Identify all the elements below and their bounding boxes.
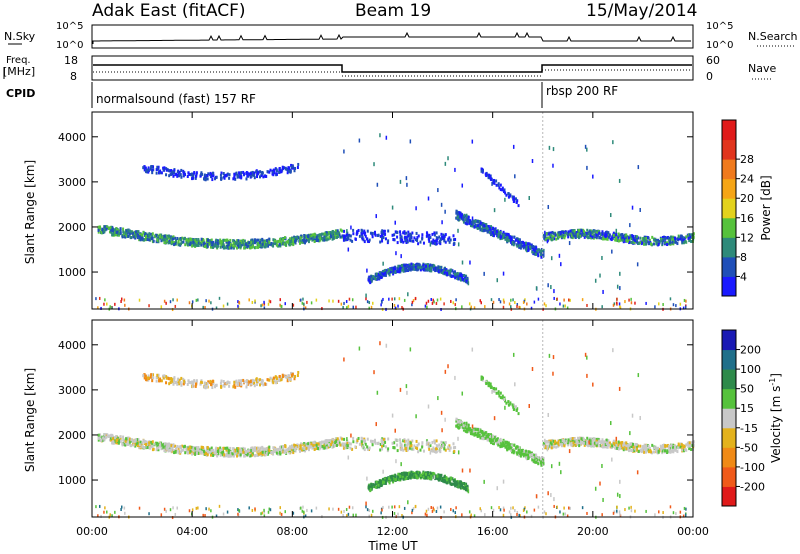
colorbar-tick: 28 xyxy=(740,153,754,166)
nsky-label: N.Sky xyxy=(4,30,36,43)
nsky-tick-low: 10^0 xyxy=(56,40,83,51)
colorbar-cell xyxy=(722,276,736,297)
x-tick-label: 12:00 xyxy=(377,525,409,538)
freq-label-1: Freq. xyxy=(6,55,31,66)
y-tick-label: 3000 xyxy=(58,384,86,397)
y-tick-label: 1000 xyxy=(58,266,86,279)
x-tick-label: 00:00 xyxy=(677,525,709,538)
freq-panel: Freq. [MHz] 18 8 60 0 Nave xyxy=(3,54,776,83)
x-tick-label: 08:00 xyxy=(276,525,308,538)
y-tick-label: 4000 xyxy=(58,339,86,352)
nsearch-tick-low: 10^0 xyxy=(706,40,733,51)
y-tick-label: 2000 xyxy=(58,221,86,234)
nsearch-tick-high: 10^5 xyxy=(706,21,733,32)
colorbar-cell xyxy=(722,427,736,448)
y-tick-label: 3000 xyxy=(58,176,86,189)
velocity-colorbar-label: Velocity [m s-1] xyxy=(768,373,783,463)
colorbar-cell xyxy=(722,486,736,507)
y-tick-label: 4000 xyxy=(58,131,86,144)
colorbar-tick: -50 xyxy=(740,441,758,454)
colorbar-cell xyxy=(722,408,736,429)
colorbar-tick: 24 xyxy=(740,173,754,186)
colorbar-cell xyxy=(722,349,736,370)
nave-trace xyxy=(93,69,692,77)
colorbar-cell xyxy=(722,217,736,238)
cpid-panel: CPID normalsound (fast) 157 RF rbsp 200 … xyxy=(6,82,618,108)
power-panel: 1000 2000 3000 4000 Slant Range [km] xyxy=(23,111,695,312)
x-ticks: 00:00 04:00 08:00 12:00 16:00 20:00 00:00 xyxy=(76,112,709,538)
nave-tick-low: 0 xyxy=(706,70,713,83)
velocity-colorbar: -200 -100 -50 -15 15 50 100 200 Velocity [m s-1… xyxy=(721,329,783,507)
x-tick-label: 04:00 xyxy=(176,525,208,538)
colorbar-cell xyxy=(722,178,736,199)
x-tick-label: 16:00 xyxy=(477,525,509,538)
colorbar-cell xyxy=(722,256,736,277)
colorbar-cell xyxy=(722,159,736,180)
velocity-ylabel: Slant Range [km] xyxy=(23,368,37,472)
nsky-tick-high: 10^5 xyxy=(56,21,83,32)
colorbar-cell xyxy=(722,120,736,141)
y-tick-label: 2000 xyxy=(58,429,86,442)
colorbar-cell xyxy=(722,139,736,160)
colorbar-tick: 50 xyxy=(740,383,754,396)
nsky-panel: N.Sky 10^5 10^0 10^5 10^0 N.Search xyxy=(4,21,798,51)
cpid-segment-1: normalsound (fast) 157 RF xyxy=(96,92,256,106)
date-title: 15/May/2014 xyxy=(586,1,698,21)
colorbar-tick: 4 xyxy=(740,270,747,283)
colorbar-cell xyxy=(722,237,736,258)
power-scatter xyxy=(95,112,695,312)
y-tick-label: 1000 xyxy=(58,474,86,487)
colorbar-cell xyxy=(722,466,736,487)
colorbar-tick: 8 xyxy=(740,251,747,264)
freq-tick-high: 18 xyxy=(64,54,78,67)
colorbar-tick: 100 xyxy=(740,363,761,376)
colorbar-tick: 15 xyxy=(740,402,754,415)
colorbar-tick: 20 xyxy=(740,192,754,205)
nsearch-label: N.Search xyxy=(748,30,798,43)
colorbar-tick: -200 xyxy=(740,480,765,493)
nave-tick-high: 60 xyxy=(706,54,720,67)
power-colorbar: 4 8 12 16 20 24 28 Power [dB] xyxy=(721,119,773,297)
colorbar-cell xyxy=(722,198,736,219)
cpid-label: CPID xyxy=(6,87,35,100)
colorbar-tick: -15 xyxy=(740,422,758,435)
colorbar-tick: -100 xyxy=(740,461,765,474)
x-axis-label: Time UT xyxy=(367,539,418,553)
colorbar-tick: 12 xyxy=(740,231,754,244)
power-colorbar-label: Power [dB] xyxy=(759,175,773,240)
colorbar-cell xyxy=(722,330,736,351)
freq-label-2: [MHz] xyxy=(3,65,35,78)
colorbar-cell xyxy=(722,388,736,409)
colorbar-tick: 16 xyxy=(740,212,754,225)
colorbar-cell xyxy=(722,447,736,468)
colorbar-cell xyxy=(722,369,736,390)
power-y-ticks: 1000 2000 3000 4000 xyxy=(58,131,693,279)
nsky-trace xyxy=(92,31,691,44)
x-tick-label: 20:00 xyxy=(577,525,609,538)
velocity-y-ticks: 1000 2000 3000 4000 xyxy=(58,339,693,487)
freq-tick-low: 8 xyxy=(70,70,77,83)
power-ylabel: Slant Range [km] xyxy=(23,160,37,264)
cpid-segment-2: rbsp 200 RF xyxy=(546,84,618,98)
x-tick-label: 00:00 xyxy=(76,525,108,538)
velocity-scatter xyxy=(95,320,695,520)
nave-label: Nave xyxy=(748,62,776,75)
station-title: Adak East (fitACF) xyxy=(92,1,246,21)
freq-trace xyxy=(93,64,692,73)
beam-title: Beam 19 xyxy=(355,1,431,21)
colorbar-tick: 200 xyxy=(740,344,761,357)
